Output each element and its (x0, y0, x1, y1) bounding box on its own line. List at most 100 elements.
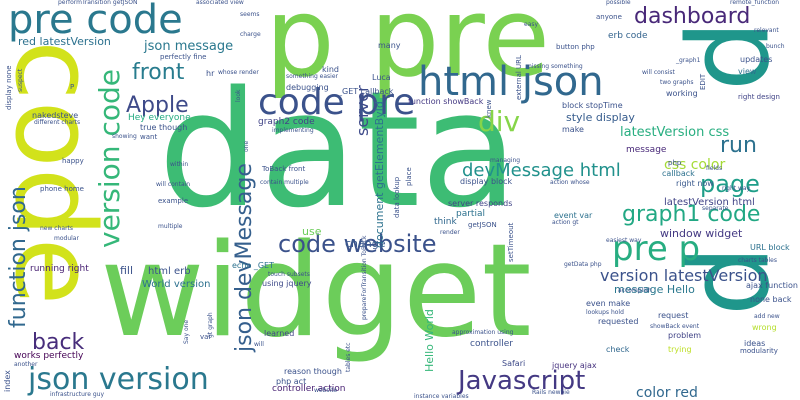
word-requested: requested (598, 317, 639, 326)
word-reason-though: reason though (284, 367, 342, 376)
word-another: another (14, 361, 38, 368)
word-instance-variables: instance variables (414, 393, 469, 400)
word-will: will (254, 341, 264, 348)
word-within: within (170, 161, 189, 168)
word-managing: managing (490, 157, 521, 164)
word-different-charts: different charts (34, 119, 81, 126)
word-getdata-php: getData php (564, 261, 602, 268)
word-url-block: URL block (750, 243, 790, 252)
word-widget: widget (100, 217, 532, 366)
word-function-showback: function showBack (408, 97, 484, 106)
word-performtransition-getjson: performTransition getJSON (58, 0, 138, 6)
word-look: look (235, 89, 242, 102)
word-front: front (132, 60, 185, 85)
word-modular: modular (54, 235, 79, 242)
word-one: one (243, 140, 250, 152)
word-request: request (658, 311, 689, 320)
word-settimeout: setTimeout (507, 222, 515, 262)
word-graph2-code: graph2 code (258, 117, 315, 127)
word-p-small: P (70, 83, 75, 91)
word-knew: knew (485, 99, 493, 118)
word-nakedsteve: nakedsteve (32, 111, 79, 120)
word-charge: charge (240, 31, 261, 38)
word-touch-subsets: touch subsets (268, 271, 310, 278)
word-message-hello: message Hello (614, 283, 695, 296)
word-latestversion-html: latestVersion html (664, 197, 755, 208)
word-latestversion-css: latestVersion css (620, 125, 730, 140)
word-php: php (668, 159, 682, 167)
word-fill: fill (120, 264, 134, 277)
word-lookups-hold: lookups hold (586, 309, 624, 316)
word-run: run (720, 133, 757, 158)
word-seems: seems (240, 11, 260, 18)
word-render: render (440, 229, 460, 236)
word-page: page (700, 170, 760, 198)
word-apple: Apple (126, 93, 189, 118)
word-use: use (302, 225, 322, 238)
word-contain-multiple: contain multiple (260, 179, 309, 186)
word-view: view (738, 67, 757, 76)
word-document-getelementbyid: document getElementById (373, 101, 386, 248)
word-data-lookup: data lookup (393, 176, 401, 218)
word-perfectly-fine: perfectly fine (160, 53, 207, 61)
word-suspect: suspect (17, 68, 24, 92)
word-none-back: none back (750, 295, 792, 304)
word-code-website: code website (278, 230, 437, 258)
word-charts-tables: charts tables (738, 257, 777, 264)
word-dashboard: dashboard (634, 4, 751, 29)
word-getjson: getJSON (468, 221, 497, 229)
word-block-stoptime: block stopTime (562, 101, 623, 110)
word-happy: happy (62, 157, 84, 165)
word-make: make (562, 125, 584, 134)
word-pre-code: pre code (8, 0, 183, 43)
word-safari: Safari (502, 359, 526, 368)
word-json-message: json message (144, 39, 234, 54)
word-multiple: multiple (158, 223, 183, 230)
word-implementing: implementing (272, 127, 314, 134)
word-wrong: wrong (752, 323, 777, 332)
word-index: index (3, 370, 12, 392)
word-css-color: css color (664, 157, 726, 173)
word-devmessage-html: devMessage html (462, 160, 621, 181)
word-php-act: php act (276, 377, 307, 386)
word-function-json: function json (6, 186, 31, 328)
word-erb-code: erb code (608, 31, 648, 41)
word-gt-graph: gt graph (207, 312, 214, 338)
word-div: div (478, 105, 521, 138)
word-html-json: html json (418, 59, 604, 105)
word-hey-everyone: Hey everyone (128, 113, 191, 123)
word-hr: hr (206, 69, 215, 78)
word-will-contain: will contain (156, 181, 191, 188)
word-right-design: right design (738, 93, 780, 101)
word-separate: separate (702, 205, 729, 212)
word-bunch: bunch (766, 43, 785, 50)
word-graph1-code: graph1 code (622, 202, 761, 227)
word-updates: updates (740, 55, 773, 64)
word-whose-render: whose render (218, 69, 259, 76)
word-external-url: external URL (515, 55, 523, 100)
word-partial: partial (456, 209, 485, 219)
word-kind: kind (322, 65, 340, 74)
word-message: message (626, 145, 667, 155)
word-something-easier: something easier (286, 73, 338, 80)
word-say-one: Say one (183, 319, 190, 344)
word-p-pre: p pre (265, 0, 551, 101)
word-callback: callback (662, 169, 695, 178)
word-graph1-small: _graph1 (676, 57, 701, 64)
word-infrastructure-guy: infrastructure guy (50, 391, 105, 398)
word-associated-view: associated view (196, 0, 244, 6)
word-code-pre: code pre (258, 82, 416, 123)
word-pre-p: pre p (612, 229, 701, 269)
word-display-block: display block (460, 177, 513, 186)
word-controller: controller (470, 339, 513, 349)
word-edit: EDIT (699, 73, 707, 90)
word-javascript: Javascript (458, 366, 586, 396)
word-echo-get: echo _GET (232, 261, 274, 270)
word-website: website (314, 387, 338, 394)
word-showing: showing (112, 133, 137, 140)
word-display-none: display none (5, 65, 13, 110)
word-get-callback: _GET callback (338, 87, 394, 96)
word-working: working (666, 89, 698, 98)
word-data: data (158, 56, 519, 243)
